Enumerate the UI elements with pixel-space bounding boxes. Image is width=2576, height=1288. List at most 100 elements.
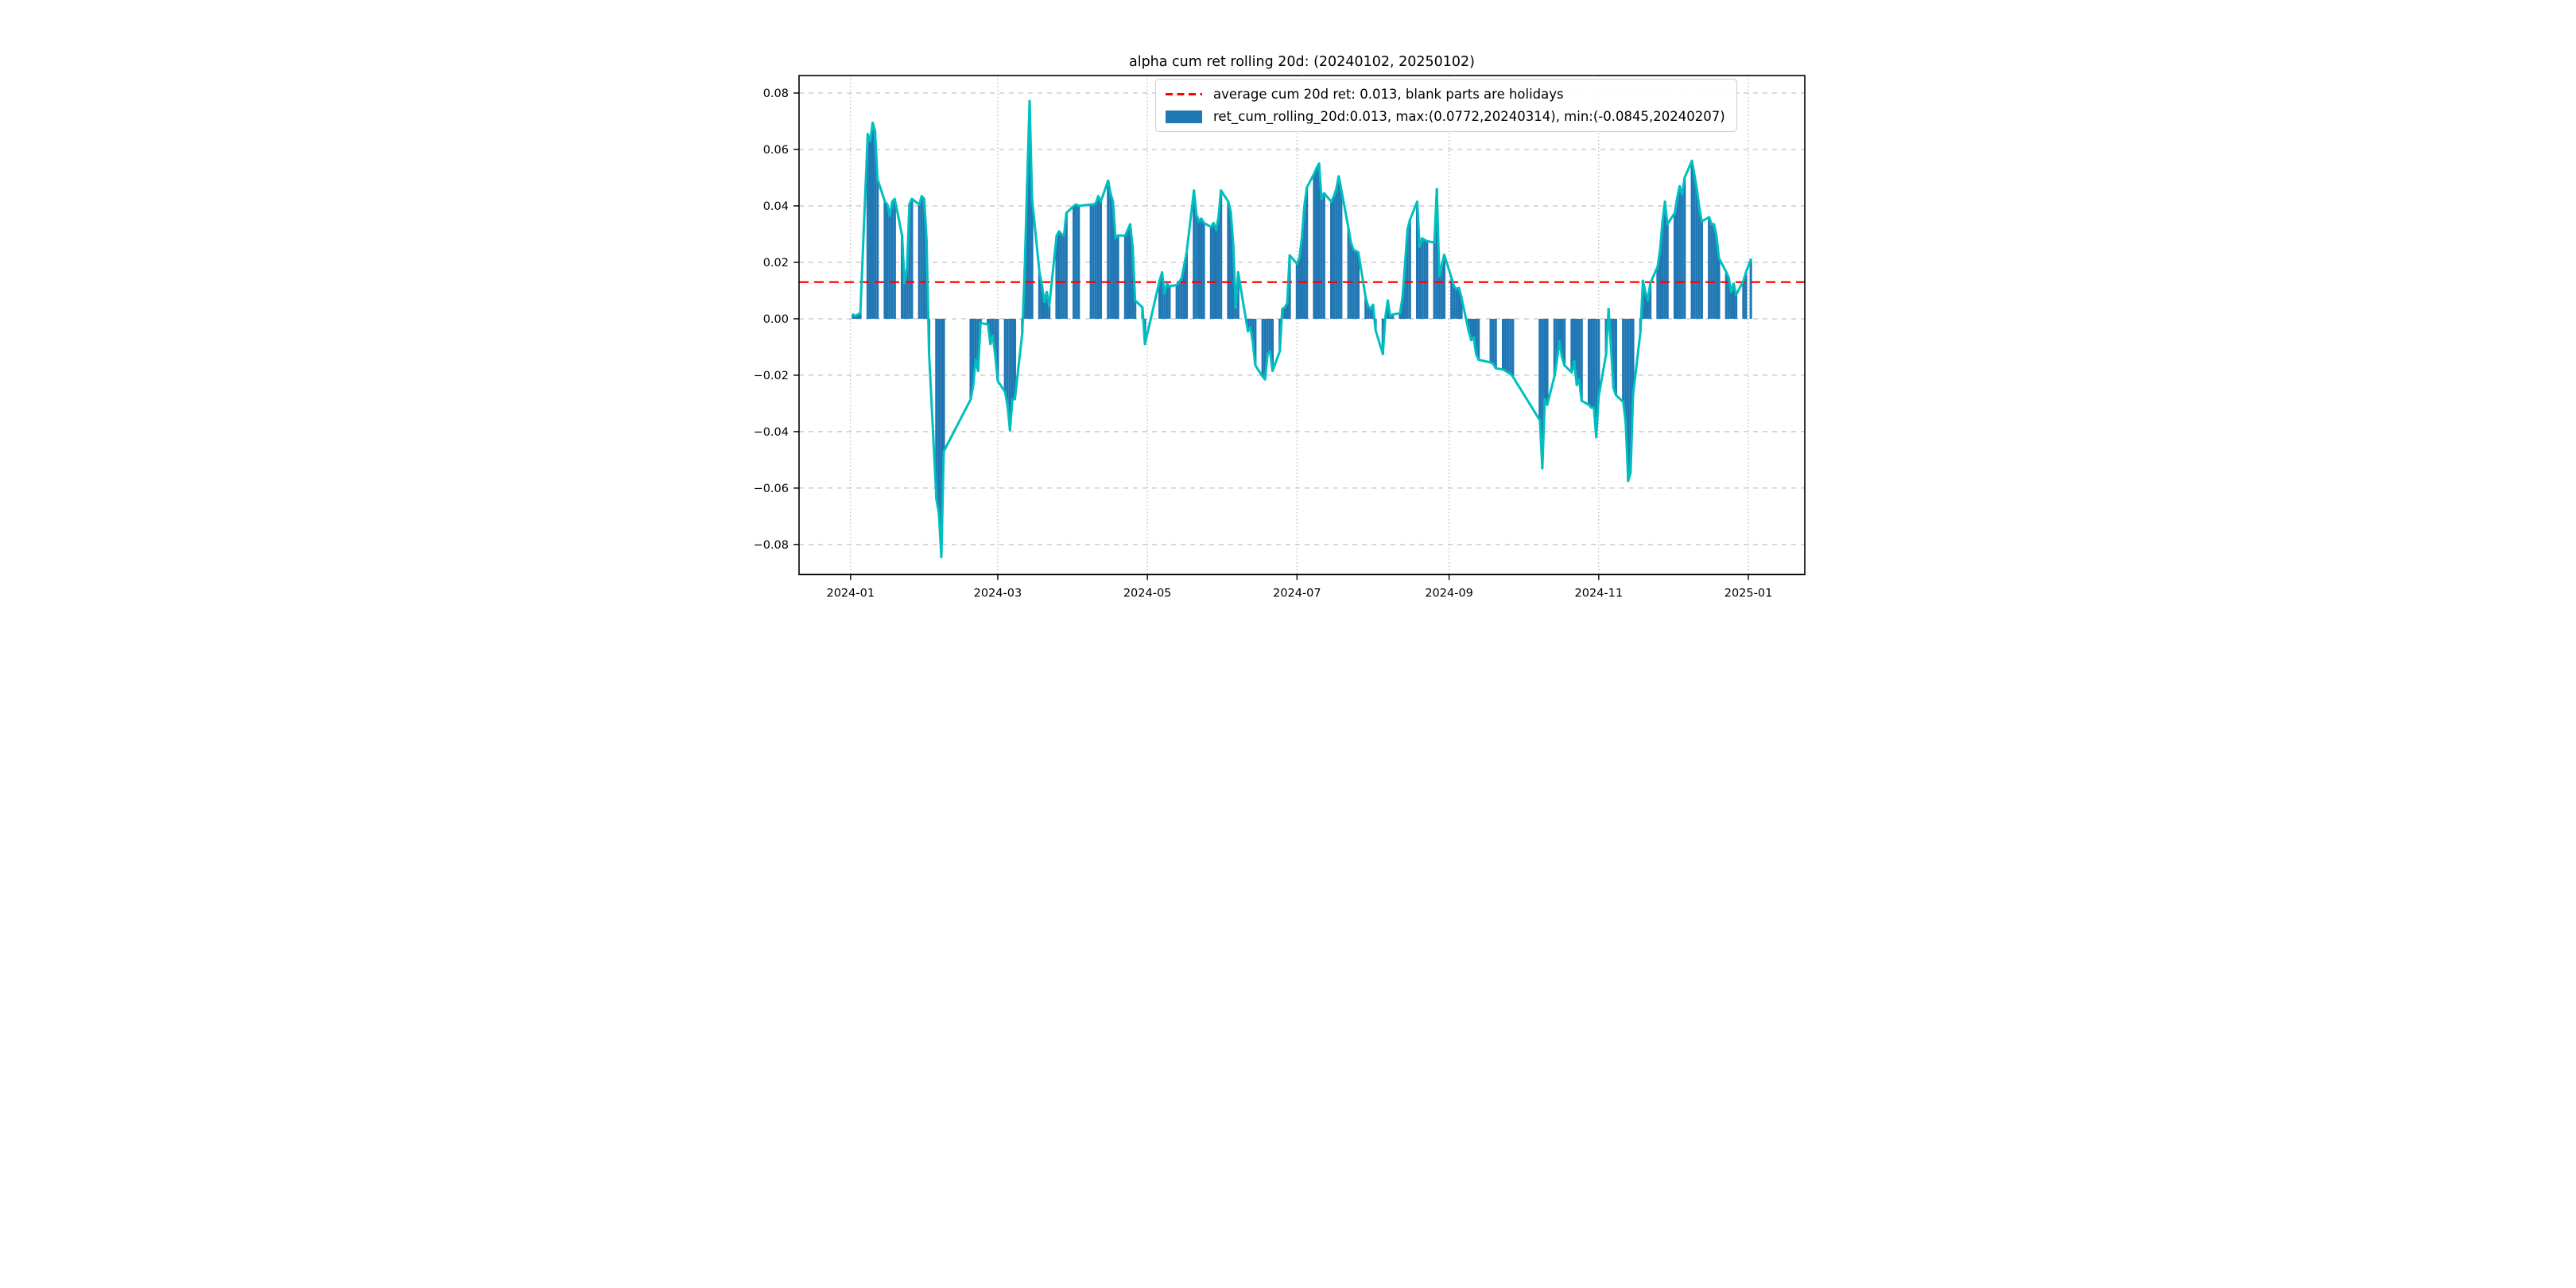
bar bbox=[1057, 231, 1061, 319]
bar bbox=[876, 179, 879, 319]
bar bbox=[1288, 255, 1291, 319]
bar bbox=[1077, 205, 1080, 319]
bar bbox=[1715, 235, 1718, 319]
bar bbox=[1011, 318, 1014, 400]
bar bbox=[1494, 318, 1497, 369]
bar bbox=[883, 201, 886, 319]
bar bbox=[874, 130, 877, 319]
bar bbox=[1298, 258, 1301, 319]
bar bbox=[1433, 242, 1436, 319]
bar bbox=[1251, 318, 1255, 343]
bar bbox=[1333, 196, 1336, 319]
bar bbox=[1492, 318, 1495, 364]
gridlines bbox=[799, 76, 1805, 575]
bar bbox=[1467, 318, 1470, 332]
bar bbox=[1263, 318, 1267, 380]
bar bbox=[1663, 201, 1666, 319]
bar bbox=[972, 318, 975, 386]
plot-border bbox=[798, 75, 1806, 576]
bar bbox=[1406, 230, 1409, 319]
x-tick-label: 2024-07 bbox=[1273, 588, 1321, 600]
bar bbox=[1440, 265, 1443, 319]
bar bbox=[1286, 303, 1289, 319]
bar bbox=[1283, 307, 1286, 319]
bar bbox=[1254, 318, 1257, 366]
legend-average-label: average cum 20d ret: 0.013, blank parts … bbox=[1213, 87, 1564, 102]
bar bbox=[852, 314, 855, 319]
bar bbox=[1232, 243, 1235, 319]
bar bbox=[1622, 318, 1625, 402]
bar bbox=[1048, 305, 1051, 319]
bar bbox=[1697, 207, 1701, 319]
bar bbox=[1646, 300, 1650, 319]
bar bbox=[1195, 214, 1198, 319]
bar bbox=[1073, 205, 1076, 319]
bar bbox=[1587, 318, 1591, 405]
bar bbox=[1575, 318, 1578, 386]
bar bbox=[1453, 286, 1456, 319]
y-tick-label: −0.04 bbox=[754, 426, 789, 439]
bar bbox=[1114, 238, 1117, 319]
bar bbox=[910, 199, 914, 319]
bar bbox=[1457, 287, 1461, 319]
bar bbox=[1612, 318, 1615, 388]
bar bbox=[1570, 318, 1573, 373]
legend-item-average: average cum 20d ret: 0.013, blank parts … bbox=[1166, 87, 1725, 102]
bar bbox=[1614, 318, 1617, 395]
bar bbox=[940, 318, 943, 557]
bar bbox=[1629, 318, 1632, 473]
bar bbox=[1631, 318, 1635, 395]
bar bbox=[1089, 204, 1092, 319]
bar bbox=[1553, 318, 1556, 376]
bar bbox=[1261, 318, 1264, 377]
bar bbox=[1437, 276, 1441, 319]
bar bbox=[1408, 219, 1411, 319]
plot-svg: 0.08 0.06 0.04 0.02 0.00 −0.02 −0.04 −0.06 −0.08… bbox=[754, 75, 1806, 600]
bar bbox=[1455, 289, 1458, 319]
bar bbox=[1590, 318, 1593, 408]
bar bbox=[1352, 249, 1355, 319]
legend: average cum 20d ret: 0.013, blank parts … bbox=[1155, 79, 1737, 132]
bar bbox=[1593, 318, 1596, 408]
bar bbox=[1717, 258, 1721, 319]
bar bbox=[1040, 285, 1043, 319]
bar bbox=[893, 199, 896, 319]
bar bbox=[1214, 230, 1218, 319]
bar bbox=[1573, 318, 1576, 362]
bar bbox=[1423, 239, 1426, 319]
bar bbox=[1386, 300, 1390, 319]
bar bbox=[1042, 301, 1046, 319]
bar bbox=[1185, 252, 1189, 319]
bar bbox=[1442, 254, 1445, 319]
bar bbox=[1180, 277, 1183, 319]
bar bbox=[1678, 186, 1682, 319]
bar bbox=[890, 201, 894, 319]
bar bbox=[1166, 283, 1169, 319]
bar bbox=[1354, 250, 1357, 319]
bar bbox=[1489, 318, 1492, 363]
bar bbox=[1030, 199, 1034, 319]
bar bbox=[1391, 314, 1395, 319]
bar bbox=[1107, 180, 1110, 319]
bar bbox=[1126, 230, 1129, 319]
bar bbox=[1003, 318, 1007, 393]
bar bbox=[1300, 237, 1304, 319]
bar bbox=[1558, 318, 1562, 342]
bar bbox=[1732, 283, 1736, 319]
bar bbox=[1347, 228, 1350, 319]
bar bbox=[856, 314, 859, 319]
bar bbox=[1182, 265, 1185, 319]
bar bbox=[1094, 203, 1097, 319]
bar bbox=[994, 318, 997, 356]
bar bbox=[1563, 318, 1566, 366]
bar bbox=[1065, 212, 1068, 319]
bar bbox=[1710, 224, 1713, 319]
y-tick-label: 0.02 bbox=[763, 257, 789, 270]
bar bbox=[1128, 224, 1132, 319]
bar bbox=[942, 318, 945, 452]
bar bbox=[1403, 265, 1406, 319]
bar bbox=[1229, 211, 1232, 319]
x-tick-label: 2024-09 bbox=[1425, 588, 1473, 600]
bar bbox=[1415, 201, 1419, 319]
bar bbox=[1220, 190, 1223, 319]
